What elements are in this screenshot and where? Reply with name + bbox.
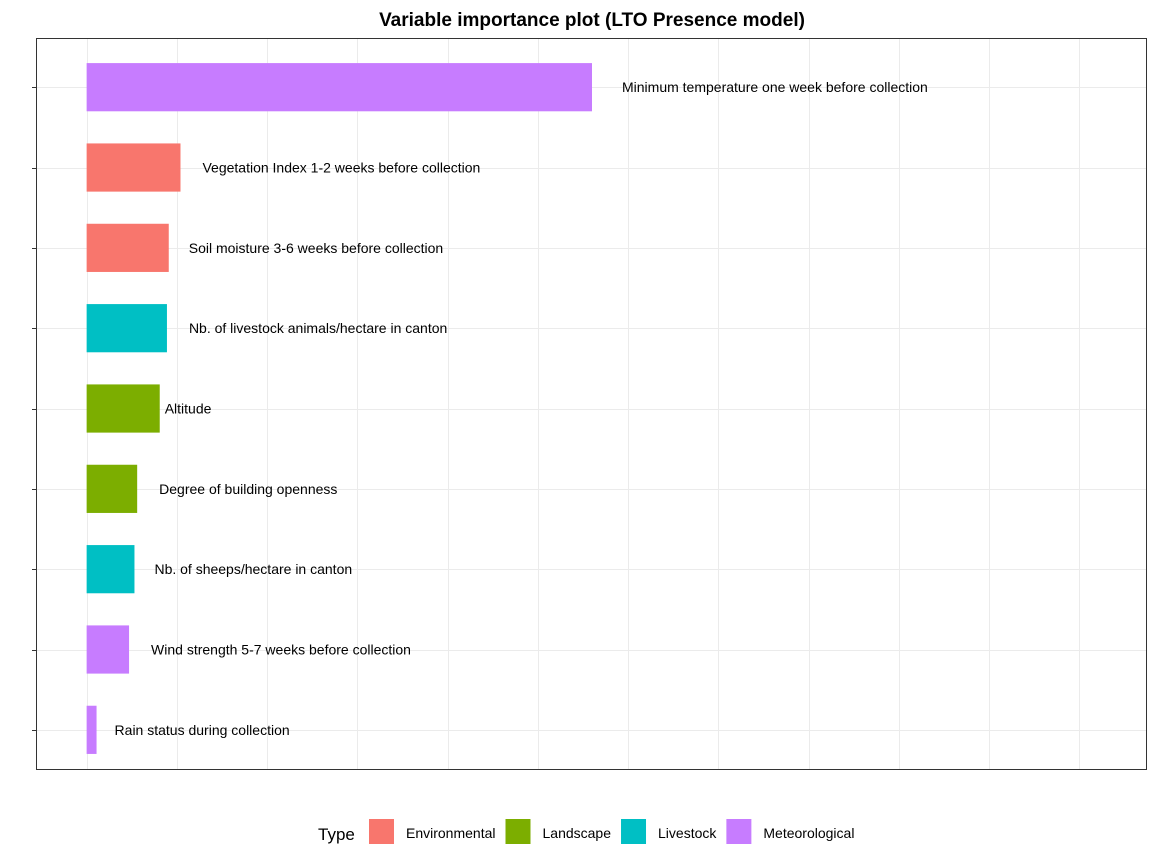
bar (86, 464, 138, 513)
legend-label: Landscape (543, 825, 612, 841)
plot-panel-border (36, 38, 1147, 770)
bar (86, 304, 167, 353)
legend-label: Meteorological (763, 825, 854, 841)
bar-labels: Minimum temperature one week before coll… (115, 79, 928, 738)
y-axis-ticks (32, 87, 37, 731)
bar (86, 545, 135, 594)
bar-label: Nb. of livestock animals/hectare in cant… (189, 320, 447, 336)
legend: Type Environmental Landscape Livestock Mete… (318, 819, 854, 844)
bar-label: Nb. of sheeps/hectare in canton (154, 561, 352, 577)
bar (86, 384, 160, 433)
bar-label: Soil moisture 3-6 weeks before collectio… (189, 240, 443, 256)
bar (86, 705, 97, 754)
legend-swatch (726, 819, 752, 844)
chart-title: Variable importance plot (LTO Presence m… (379, 10, 805, 31)
bar (86, 223, 169, 272)
bar-label: Rain status during collection (115, 722, 290, 738)
legend-swatch (369, 819, 394, 844)
legend-swatch (621, 819, 647, 844)
legend-label: Livestock (658, 825, 717, 841)
bar-label: Wind strength 5-7 weeks before collectio… (151, 642, 411, 658)
legend-title: Type (318, 825, 355, 844)
bar-label: Minimum temperature one week before coll… (622, 79, 928, 95)
bar-label: Vegetation Index 1-2 weeks before collec… (202, 160, 480, 176)
bar-label: Degree of building openness (159, 481, 337, 497)
bar (86, 143, 181, 192)
bar-label: Altitude (165, 401, 212, 417)
legend-label: Environmental (406, 825, 496, 841)
legend-swatch (505, 819, 531, 844)
bars (86, 63, 592, 754)
bar (86, 625, 130, 674)
bar (86, 63, 592, 112)
